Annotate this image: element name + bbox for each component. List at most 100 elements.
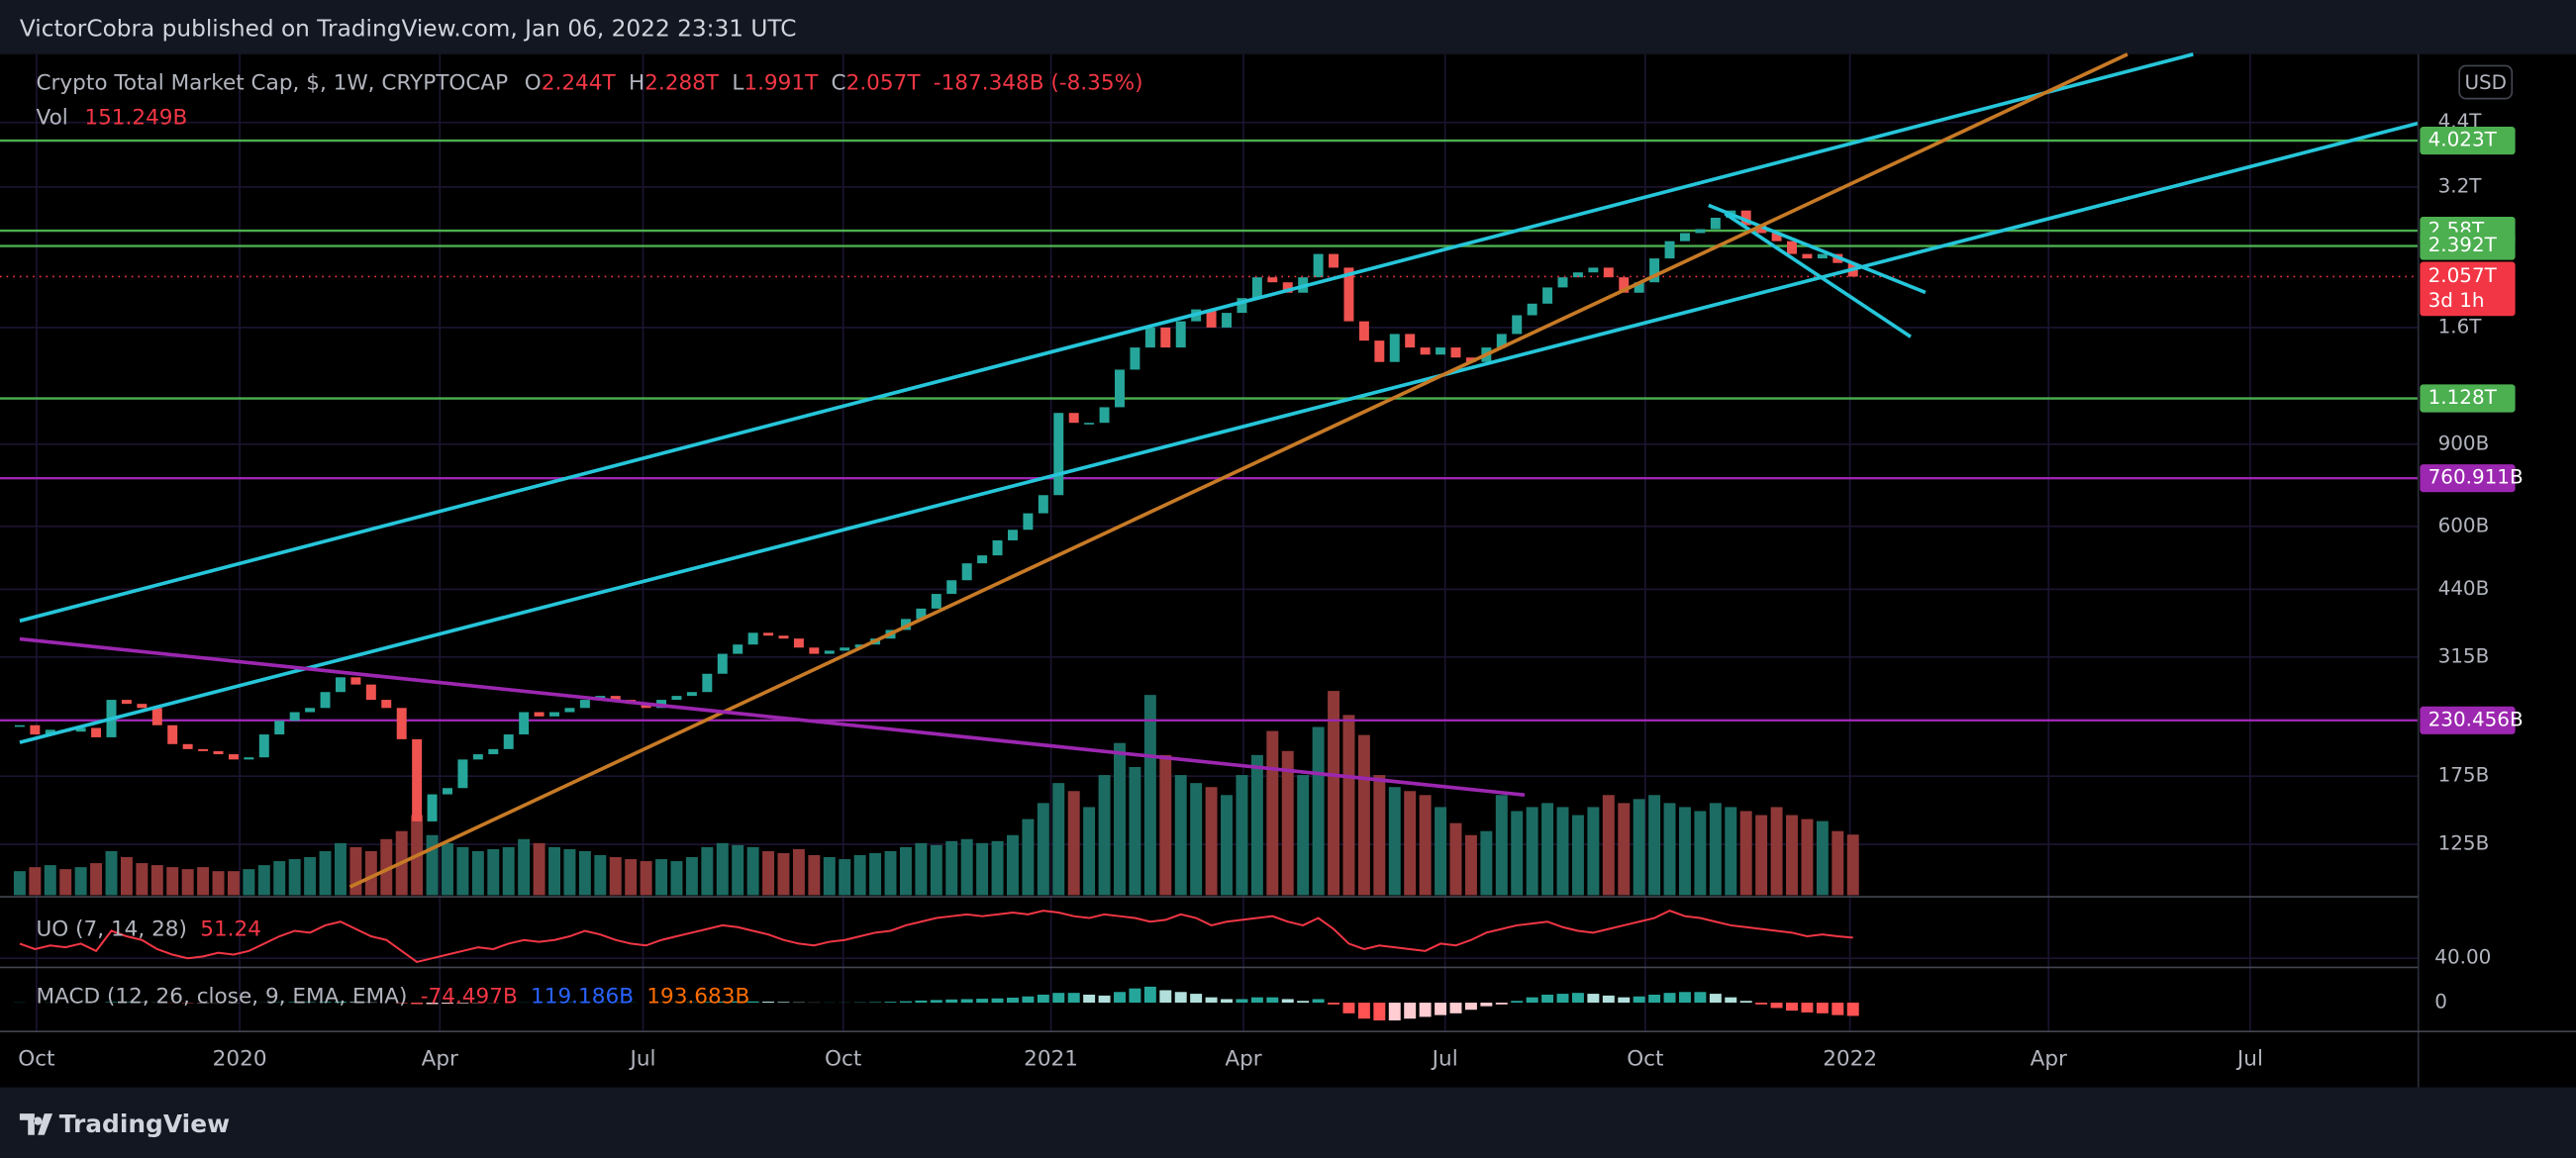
macd-histogram-bar (1404, 1003, 1417, 1019)
volume-bar (884, 850, 897, 896)
candle (1557, 277, 1568, 288)
volume-bar (960, 838, 973, 896)
y-tick-label: 0 (2434, 991, 2447, 1013)
macd-histogram-bar (1663, 993, 1676, 1004)
macd-histogram-bar (426, 1003, 439, 1005)
volume-bar (1464, 834, 1477, 896)
candle (824, 650, 835, 654)
candle (1282, 282, 1293, 293)
x-tick-label: Jul (629, 1046, 656, 1071)
candle (1512, 315, 1523, 335)
volume-bar (930, 844, 942, 896)
macd-histogram-bar (1846, 1003, 1859, 1016)
macd-histogram-bar (899, 1001, 912, 1004)
candle (1115, 369, 1125, 408)
candle (14, 724, 25, 727)
volume-bar (150, 865, 163, 896)
macd-histogram-bar (1419, 1003, 1432, 1017)
macd-histogram-bar (1832, 1003, 1844, 1015)
volume-bar (1342, 715, 1355, 896)
candle (1817, 253, 1828, 259)
candle (1084, 423, 1095, 425)
symbol: Crypto Total Market Cap, $, 1W, CRYPTOCA… (37, 71, 509, 96)
volume-bar (1663, 803, 1676, 896)
volume-bar (1159, 754, 1172, 896)
l-value: 1.991T (743, 71, 819, 96)
macd-histogram-bar (1129, 988, 1141, 1004)
macd-histogram-bar (1250, 997, 1263, 1004)
candle (1343, 267, 1354, 322)
candle (1329, 253, 1339, 268)
volume-bar (578, 850, 591, 896)
volume-bar (685, 857, 698, 896)
volume-bar (1297, 775, 1310, 896)
volume-bar (227, 871, 240, 896)
volume-bar (1755, 815, 1768, 896)
macd-histogram-bar (991, 998, 1004, 1004)
publisher: VictorCobra published on TradingView.com… (20, 15, 797, 42)
legend: Crypto Total Market Cap, $, 1W, CRYPTOCA… (37, 71, 1143, 96)
candle (167, 724, 178, 744)
volume-bar (1419, 795, 1432, 896)
brand-name: TradingView (59, 1110, 230, 1138)
volume-bar (563, 848, 576, 896)
volume-bar (1129, 766, 1141, 896)
candle (151, 708, 162, 725)
volume-bar (181, 869, 194, 896)
candle (641, 704, 651, 709)
candle (534, 712, 545, 717)
candle (274, 721, 285, 735)
macd-histogram-bar (1388, 1003, 1401, 1021)
macd-histogram-bar (1357, 1003, 1370, 1019)
volume-bar (120, 857, 133, 896)
volume-bar (1006, 834, 1019, 896)
candle (91, 727, 102, 737)
y-tick-label: 125B (2438, 832, 2490, 855)
volume-bar (853, 854, 866, 896)
macd-histogram-bar (1449, 1003, 1462, 1013)
candle (1588, 267, 1599, 273)
volume-bar (1480, 830, 1493, 896)
y-tick-label: 440B (2438, 577, 2490, 600)
candle (1313, 253, 1324, 278)
candle (900, 619, 911, 630)
last-price-label: 2.057T (2428, 264, 2498, 287)
level-label-box (2420, 464, 2516, 493)
volume-bar (762, 850, 775, 896)
macd-histogram-bar (1511, 1001, 1524, 1004)
candle (1023, 513, 1034, 531)
macd-histogram-bar (120, 1002, 133, 1004)
volume-bar (1648, 795, 1661, 896)
volume-bar (533, 842, 545, 896)
macd-histogram-bar (1739, 1001, 1752, 1004)
macd-histogram-bar (319, 1002, 332, 1004)
volume-bar (1801, 819, 1814, 896)
macd-histogram-bar (1602, 995, 1615, 1004)
y-tick-label: 1.6T (2438, 315, 2483, 338)
volume-bar (1067, 791, 1080, 896)
macd-histogram-bar (976, 999, 989, 1004)
candle (1358, 321, 1369, 341)
candle (30, 724, 41, 735)
candle (488, 748, 499, 755)
vol-value: 151.249B (84, 106, 187, 131)
level-label: 230.456B (2428, 708, 2524, 730)
macd-histogram-bar (869, 1002, 882, 1004)
macd-histogram-bar (960, 999, 973, 1004)
macd-histogram-bar (1587, 994, 1600, 1004)
volume-bar (839, 859, 851, 896)
macd-histogram-bar (1648, 994, 1661, 1004)
volume-bar (1495, 795, 1508, 896)
level-label: 760.911B (2428, 466, 2524, 489)
macd-histogram-bar (1709, 994, 1722, 1004)
volume-bar (1098, 775, 1111, 896)
volume-bar (1190, 783, 1203, 896)
x-tick-label: 2022 (1823, 1046, 1877, 1071)
currency[interactable]: USD (2464, 71, 2507, 94)
currency-button[interactable] (2458, 64, 2514, 100)
volume-bar (777, 852, 790, 896)
volume-bar (1832, 830, 1844, 896)
volume-bar (44, 865, 56, 896)
macd-histogram-bar (1801, 1003, 1814, 1013)
trend-line (19, 636, 1526, 798)
